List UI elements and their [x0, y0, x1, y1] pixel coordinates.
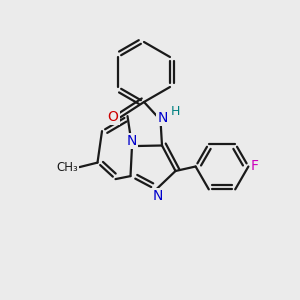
Text: O: O: [108, 110, 118, 124]
Text: N: N: [158, 111, 168, 124]
Text: F: F: [251, 160, 259, 173]
Text: H: H: [171, 105, 180, 118]
Text: N: N: [152, 189, 163, 203]
Text: CH₃: CH₃: [56, 160, 78, 174]
Text: N: N: [127, 134, 137, 148]
